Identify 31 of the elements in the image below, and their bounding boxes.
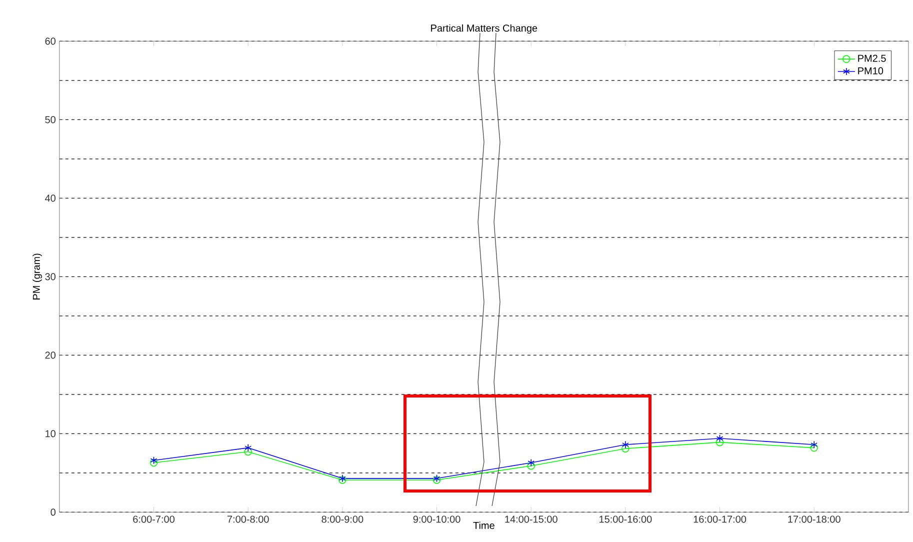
y-tick-label: 50 [45, 116, 56, 124]
x-axis-title: Time [473, 522, 494, 529]
x-tick-label: 17:00-18:00 [788, 516, 840, 523]
y-tick-label: 40 [45, 194, 56, 202]
point [716, 434, 724, 442]
point [244, 444, 252, 452]
legend-label: PM2.5 [858, 54, 886, 62]
x-tick-label: 16:00-17:00 [694, 516, 746, 523]
x-tick-label: 6:00-7:00 [133, 516, 175, 523]
point [810, 440, 818, 449]
point [622, 440, 629, 449]
point [150, 456, 158, 464]
y-tick-label: 10 [46, 430, 56, 438]
point [810, 444, 818, 452]
point [716, 438, 724, 446]
x-tick-label: 15:00-16:00 [600, 516, 652, 523]
y-tick-label: 30 [45, 273, 56, 280]
point [527, 462, 535, 470]
legend-label: PM10 [858, 67, 884, 74]
y-axis-title: PM (gram) [32, 254, 42, 300]
x-tick-label: 7:00-8:00 [227, 516, 269, 523]
y-tick-label: 60 [45, 38, 56, 45]
y-tick-label: 0 [50, 508, 56, 516]
x-tick-label: 8:00-9:00 [322, 516, 364, 523]
point [150, 458, 158, 467]
x-tick-label: 9:00-10:00 [413, 516, 460, 523]
y-tick-label: 20 [45, 352, 56, 359]
chart-title: Partical Matters Change [431, 24, 538, 34]
point [244, 448, 252, 456]
x-tick-label: 14:00-15:00 [505, 516, 558, 523]
point [528, 458, 535, 467]
